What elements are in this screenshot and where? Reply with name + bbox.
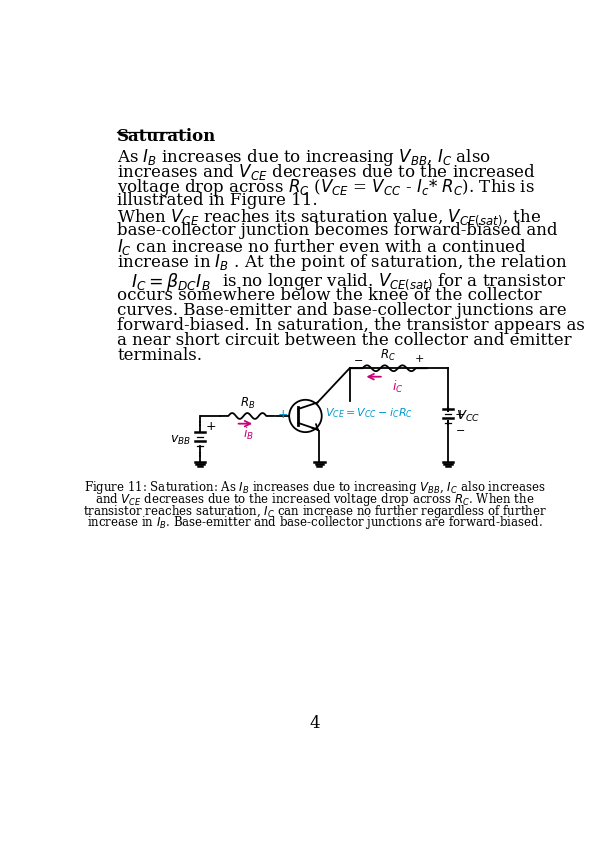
- Text: $V_{CC}$: $V_{CC}$: [456, 408, 480, 424]
- Text: As $I_B$ increases due to increasing $V_{BB}$, $I_C$ also: As $I_B$ increases due to increasing $V_…: [117, 147, 491, 168]
- Text: occurs somewhere below the knee of the collector: occurs somewhere below the knee of the c…: [117, 287, 542, 304]
- Text: terminals.: terminals.: [117, 347, 202, 364]
- Text: $v_{BB}$: $v_{BB}$: [170, 434, 191, 447]
- Text: $R_C$: $R_C$: [380, 348, 396, 363]
- Text: $I_C$ can increase no further even with a continued: $I_C$ can increase no further even with …: [117, 237, 527, 258]
- Text: Saturation: Saturation: [117, 128, 216, 145]
- Text: Figure 11: Saturation: As $I_B$ increases due to increasing $V_{BB}$, $I_C$ also: Figure 11: Saturation: As $I_B$ increase…: [84, 479, 545, 496]
- Text: increase in $I_B$ . At the point of saturation, the relation: increase in $I_B$ . At the point of satu…: [117, 253, 567, 274]
- Text: +: +: [278, 408, 288, 421]
- Text: 4: 4: [309, 716, 320, 733]
- Text: $i_B$: $i_B$: [243, 425, 254, 442]
- Text: voltage drop across $R_C$ ($V_{CE}$ = $V_{CC}$ - $I_c$* $R_C$). This is: voltage drop across $R_C$ ($V_{CE}$ = $V…: [117, 177, 535, 198]
- Text: $i_C$: $i_C$: [392, 379, 404, 395]
- Text: $+$: $+$: [414, 353, 424, 364]
- Text: increase in $I_B$. Base-emitter and base-collector junctions are forward-biased.: increase in $I_B$. Base-emitter and base…: [87, 514, 542, 531]
- Text: and $V_{CE}$ decreases due to the increased voltage drop across $R_C$. When the: and $V_{CE}$ decreases due to the increa…: [95, 491, 535, 508]
- Text: base-collector junction becomes forward-biased and: base-collector junction becomes forward-…: [117, 222, 558, 239]
- Text: increases and $V_{CE}$ decreases due to the increased: increases and $V_{CE}$ decreases due to …: [117, 162, 536, 182]
- Text: :: :: [185, 128, 191, 145]
- Text: a near short circuit between the collector and emitter: a near short circuit between the collect…: [117, 332, 572, 349]
- Text: $I_C = \beta_{DC} I_B$: $I_C = \beta_{DC} I_B$: [131, 271, 210, 293]
- Text: +: +: [206, 420, 216, 433]
- Text: $V_{CE} = V_{CC} - i_C R_C$: $V_{CE} = V_{CC} - i_C R_C$: [325, 406, 413, 420]
- Text: When $V_{CE}$ reaches its saturation value, $V_{CE(sat)}$, the: When $V_{CE}$ reaches its saturation val…: [117, 207, 541, 228]
- Text: $-$: $-$: [455, 424, 465, 434]
- Text: forward-biased. In saturation, the transistor appears as: forward-biased. In saturation, the trans…: [117, 317, 585, 334]
- Text: curves. Base-emitter and base-collector junctions are: curves. Base-emitter and base-collector …: [117, 302, 567, 319]
- Text: transistor reaches saturation, $I_C$ can increase no further regardless of furth: transistor reaches saturation, $I_C$ can…: [83, 503, 547, 520]
- Text: illustrated in Figure 11.: illustrated in Figure 11.: [117, 192, 318, 209]
- Text: $R_B$: $R_B$: [240, 396, 255, 411]
- Text: is no longer valid. $V_{CE(sat)}$ for a transistor: is no longer valid. $V_{CE(sat)}$ for a …: [222, 271, 566, 292]
- Text: $-$: $-$: [353, 354, 363, 364]
- Text: +: +: [454, 408, 465, 420]
